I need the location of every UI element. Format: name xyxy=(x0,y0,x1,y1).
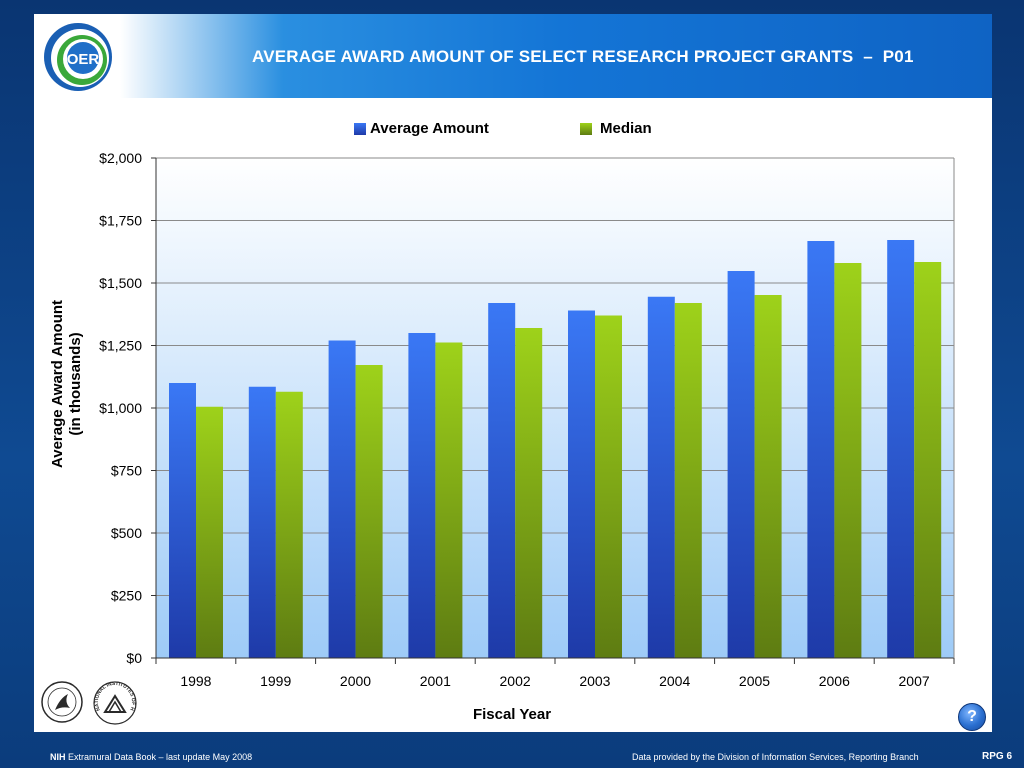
y-tick-label: $500 xyxy=(111,525,142,541)
bar-median-2006 xyxy=(834,263,862,658)
footer: NIH Extramural Data Book – last update M… xyxy=(0,732,1024,768)
oer-logo: OER xyxy=(44,23,112,91)
bar-average-2000 xyxy=(328,340,356,658)
footer-source: NIH Extramural Data Book – last update M… xyxy=(50,752,252,762)
x-tick-label: 1999 xyxy=(260,673,291,689)
footer-provider: Data provided by the Division of Informa… xyxy=(632,752,919,762)
x-tick-label: 2001 xyxy=(420,673,451,689)
bar-average-2007 xyxy=(887,240,915,658)
y-axis-label-units: (in thousands) xyxy=(67,332,84,435)
bar-average-2002 xyxy=(488,303,516,658)
legend-item-average: Average Amount xyxy=(354,120,489,137)
legend-swatch-median xyxy=(580,122,592,135)
x-tick-label: 2005 xyxy=(739,673,770,689)
y-tick-label: $750 xyxy=(111,463,142,479)
bar-median-2000 xyxy=(355,365,383,658)
bars xyxy=(169,240,942,658)
legend-item-median: Median xyxy=(580,120,652,137)
bar-average-2005 xyxy=(727,271,755,658)
bar-median-2007 xyxy=(914,262,942,658)
bar-median-1999 xyxy=(275,391,303,658)
help-icon[interactable]: ? xyxy=(958,703,986,731)
x-tick-label: 2007 xyxy=(899,673,930,689)
legend-label-average: Average Amount xyxy=(370,120,489,137)
logo-text: OER xyxy=(67,51,100,68)
bar-median-2001 xyxy=(435,342,463,658)
y-tick-label: $250 xyxy=(111,588,142,604)
bar-median-2003 xyxy=(595,315,622,658)
y-tick-label: $1,250 xyxy=(99,338,142,354)
bar-median-2002 xyxy=(515,328,543,658)
x-tick-label: 2003 xyxy=(579,673,610,689)
y-axis-label: Average Award Amount xyxy=(49,300,66,468)
page-title: AVERAGE AWARD AMOUNT OF SELECT RESEARCH … xyxy=(252,47,914,66)
bar-median-2005 xyxy=(754,295,782,658)
x-tick-label: 2002 xyxy=(500,673,531,689)
y-tick-label: $2,000 xyxy=(99,150,142,166)
bar-median-2004 xyxy=(674,303,702,658)
bar-average-2006 xyxy=(807,241,835,658)
legend-swatch-average xyxy=(354,122,366,135)
bar-average-2001 xyxy=(408,333,436,658)
legend-label-median: Median xyxy=(600,120,652,137)
bar-average-2004 xyxy=(647,296,675,658)
bar-median-1998 xyxy=(196,406,223,658)
bar-average-1998 xyxy=(169,383,196,658)
footer-nih: NIH xyxy=(50,752,66,762)
header-bar: OER AVERAGE AWARD AMOUNT OF SELECT RESEA… xyxy=(34,14,992,98)
x-tick-label: 2004 xyxy=(659,673,690,689)
axes xyxy=(151,157,955,664)
y-tick-label: $0 xyxy=(126,650,142,666)
y-tick-label: $1,750 xyxy=(99,213,142,229)
footer-databook: Extramural Data Book – last update May 2… xyxy=(65,752,253,762)
y-tick-label: $1,500 xyxy=(99,275,142,291)
tick-labels: $0 $250 $500 $750 $1,000 $1,250 $1,500 $1,750 $2… xyxy=(99,150,930,689)
nih-seal-icon: NATIONAL INSTITUTES OF HEALTH xyxy=(92,680,137,725)
page-number: RPG 6 xyxy=(982,751,1013,762)
x-axis-label: Fiscal Year xyxy=(473,706,551,723)
chart-legend: Average Amount Median xyxy=(34,120,992,140)
x-tick-label: 2000 xyxy=(340,673,371,689)
bar-average-2003 xyxy=(568,310,595,658)
y-tick-label: $1,000 xyxy=(99,400,142,416)
x-tick-label: 2006 xyxy=(819,673,850,689)
bar-average-1999 xyxy=(248,386,276,658)
x-tick-label: 1998 xyxy=(180,673,211,689)
hhs-seal-icon xyxy=(41,681,83,723)
